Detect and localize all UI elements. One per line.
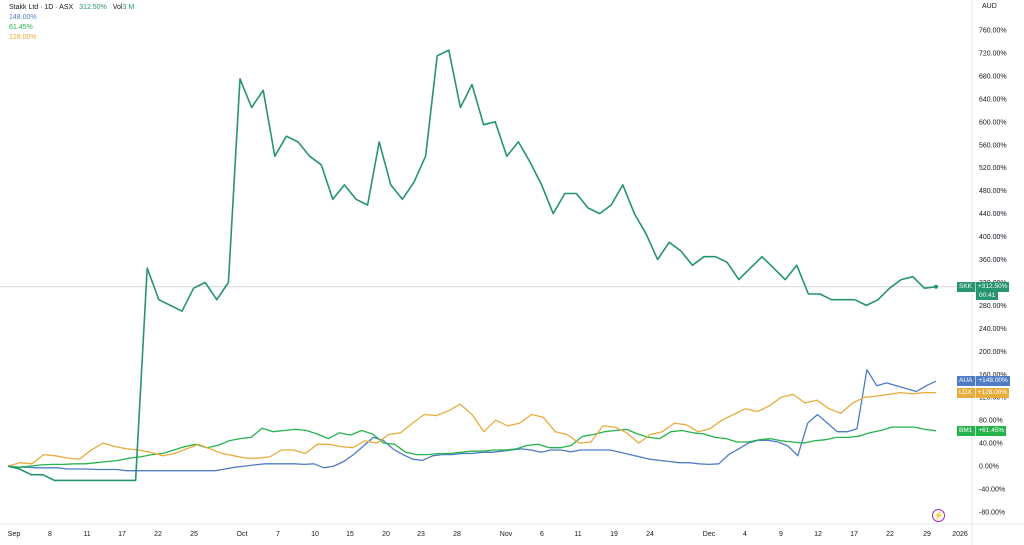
x-tick-label: 19: [610, 531, 618, 538]
y-tick-label: 400.00%: [979, 234, 1007, 241]
compare-value-ldx: 128.00%: [9, 34, 37, 41]
y-tick-label: -40.00%: [979, 487, 1005, 494]
y-tick-label: 360.00%: [979, 257, 1007, 264]
price-tag-skk: SKK +312.50%: [957, 281, 1010, 292]
x-tick-label: 17: [118, 531, 126, 538]
y-tick-label: 680.00%: [979, 73, 1007, 80]
price-tag-value: +128.00%: [977, 388, 1008, 396]
chart-legend: Stakk Ltd · 1D · ASX 312.50% Vol3 M 148.…: [9, 3, 134, 43]
y-tick-label: 280.00%: [979, 303, 1007, 310]
x-tick-label: Dec: [703, 531, 716, 538]
price-tag-symbol: AUA: [959, 376, 977, 387]
x-tick-label: Nov: [500, 531, 513, 538]
y-tick-label: 40.00%: [979, 441, 1003, 448]
x-tick-label: 6: [540, 531, 544, 538]
y-tick-label: 0.00%: [979, 464, 999, 471]
x-tick-label: 20: [382, 531, 390, 538]
series-line-bm1[interactable]: [7, 426, 937, 468]
currency-label[interactable]: AUD: [982, 3, 997, 10]
price-tag-symbol: LDX: [959, 387, 976, 398]
series-line-aua[interactable]: [7, 369, 937, 472]
price-tag-aua: AUA +148.00%: [957, 376, 1010, 387]
symbol-title[interactable]: Stakk Ltd · 1D · ASX: [9, 4, 74, 11]
y-tick-label: -80.00%: [979, 510, 1005, 517]
x-tick-label: 9: [779, 531, 783, 538]
y-tick-label: 440.00%: [979, 211, 1007, 218]
x-tick-label: 23: [417, 531, 425, 538]
price-tag-value: +148.00%: [978, 377, 1008, 385]
y-tick-label: 160.00%: [979, 372, 1007, 379]
y-tick-label: 640.00%: [979, 96, 1007, 103]
last-point-marker: [934, 284, 938, 289]
x-tick-label: 2026: [952, 531, 968, 538]
x-tick-label: 25: [190, 531, 198, 538]
y-tick-label: 80.00%: [979, 418, 1003, 425]
x-tick-label: 11: [83, 531, 90, 538]
x-tick-label: 22: [154, 531, 162, 538]
x-tick-label: 15: [346, 531, 354, 538]
x-tick-label: Sep: [8, 531, 21, 538]
y-tick-label: 520.00%: [979, 165, 1007, 172]
series-line-skk[interactable]: [7, 49, 937, 482]
x-tick-label: 24: [646, 531, 654, 538]
volume-value: 3 M: [122, 4, 135, 11]
y-tick-label: 560.00%: [979, 142, 1007, 149]
x-tick-label: 4: [743, 531, 747, 538]
price-tag-symbol: SKK: [959, 281, 977, 292]
series-line-ldx[interactable]: [7, 391, 936, 467]
compare-value-aua: 148.00%: [9, 14, 37, 21]
y-tick-label: 120.00%: [979, 395, 1007, 402]
x-tick-label: 7: [276, 531, 280, 538]
bar-countdown: 00:41: [976, 290, 999, 300]
x-tick-label: 12: [814, 531, 822, 538]
y-tick-label: 240.00%: [979, 326, 1007, 333]
x-tick-label: Oct: [237, 531, 248, 538]
price-tag-symbol: BM1: [959, 425, 977, 436]
price-tag-bm1: BM1 +61.45%: [957, 425, 1007, 436]
plot-area: [0, 49, 972, 482]
price-tag-value: +61.45%: [978, 426, 1005, 434]
x-tick-label: 29: [923, 531, 931, 538]
x-tick-label: 8: [48, 531, 52, 538]
y-tick-label: 760.00%: [979, 28, 1007, 35]
tradingview-lightning-icon[interactable]: ⚡: [932, 509, 945, 522]
x-tick-label: 17: [850, 531, 858, 538]
main-change-value: 312.50%: [79, 4, 107, 11]
x-tick-label: 22: [886, 531, 894, 538]
price-tag-ldx: LDX +128.00%: [957, 387, 1010, 398]
x-axis: Sep 8 11 17 22 25 Oct 7 10 15 20 23 28 Nov 6 11 19 24 Dec 4…: [8, 531, 968, 538]
compare-value-bm1: 61.45%: [9, 24, 33, 31]
price-tag-value: +312.50%: [978, 282, 1008, 290]
y-tick-label: 720.00%: [979, 50, 1007, 57]
x-tick-label: 11: [574, 531, 581, 538]
y-tick-label: 480.00%: [979, 188, 1007, 195]
volume-label: Vol: [112, 4, 123, 11]
x-tick-label: 10: [311, 531, 319, 538]
y-tick-label: 600.00%: [979, 119, 1007, 126]
y-tick-label: 200.00%: [979, 349, 1007, 356]
x-tick-label: 28: [453, 531, 461, 538]
